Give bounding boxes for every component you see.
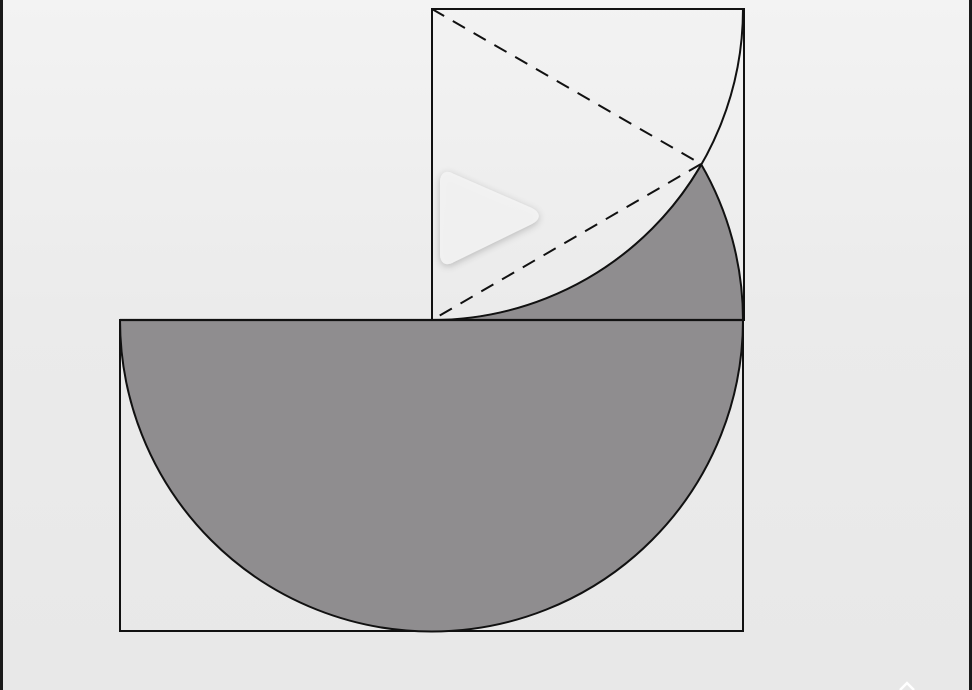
dashed-line-bottom bbox=[431, 163, 702, 321]
shaded-semicircle bbox=[118, 319, 745, 633]
frame-edge-left bbox=[0, 0, 3, 690]
dashed-line-top bbox=[431, 8, 702, 165]
corner-caret-icon bbox=[899, 681, 915, 690]
play-button[interactable] bbox=[432, 156, 550, 280]
quarter-arc-outer bbox=[431, 8, 744, 321]
frame-edge-right bbox=[969, 0, 972, 690]
quarter-arc-inner bbox=[700, 163, 744, 321]
play-icon bbox=[440, 171, 539, 265]
